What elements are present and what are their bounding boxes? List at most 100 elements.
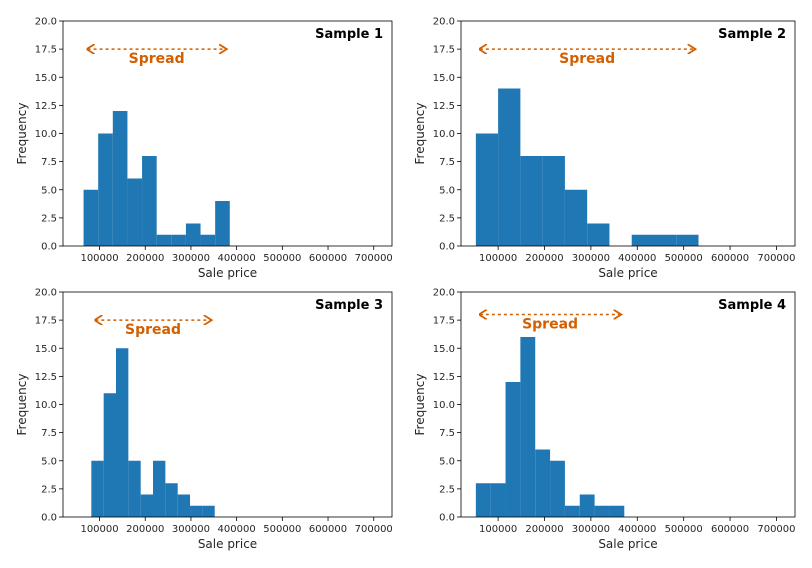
histogram-bar [165, 483, 178, 517]
histogram-bar [520, 156, 543, 246]
y-tick-label: 12.5 [35, 101, 57, 112]
y-axis-label: Frequency [15, 374, 29, 436]
y-tick-label: 15.0 [35, 73, 57, 84]
histogram-bar [215, 201, 230, 246]
y-tick-label: 10.0 [35, 400, 57, 411]
y-tick-label: 20.0 [35, 17, 57, 28]
x-axis-label: Sale price [198, 537, 257, 551]
y-tick-label: 7.5 [439, 428, 455, 439]
x-tick-label: 600000 [309, 524, 347, 535]
y-tick-label: 0.0 [439, 242, 455, 253]
x-tick-label: 500000 [263, 253, 301, 264]
histogram-bar [676, 234, 699, 246]
histogram-bar [475, 133, 499, 246]
histogram-bar [156, 234, 172, 246]
x-tick-label: 600000 [711, 253, 749, 264]
y-tick-label: 2.5 [439, 484, 455, 495]
histogram-bar [140, 494, 154, 517]
histogram-bar [83, 189, 99, 246]
histogram-bar [185, 223, 201, 246]
histogram-bar [505, 382, 521, 517]
histogram-bar [542, 156, 565, 246]
x-tick-label: 200000 [525, 253, 563, 264]
y-tick-label: 7.5 [439, 157, 455, 168]
y-tick-label: 0.0 [41, 513, 57, 524]
chart-panel-4: 100000 200000 300000 400000 500000 600000 7000… [413, 288, 796, 552]
x-axis-label: Sale price [198, 266, 257, 280]
chart-panel-3: 100000 200000 300000 400000 500000 600000 7000… [15, 288, 393, 552]
x-tick-label: 200000 [126, 253, 164, 264]
spread-label: Spread [559, 51, 615, 67]
x-tick-label: 100000 [80, 253, 118, 264]
x-tick-label: 700000 [757, 524, 795, 535]
x-tick-label: 500000 [263, 524, 301, 535]
histogram-bar [579, 494, 595, 517]
histogram-bar [200, 234, 216, 246]
x-tick-label: 500000 [665, 524, 703, 535]
histogram-bar [128, 460, 141, 517]
y-tick-label: 7.5 [41, 157, 57, 168]
x-tick-label: 100000 [80, 524, 118, 535]
y-tick-label: 12.5 [35, 372, 57, 383]
y-tick-label: 20.0 [35, 288, 57, 299]
y-tick-label: 15.0 [433, 344, 455, 355]
x-tick-label: 700000 [355, 524, 393, 535]
histogram-bar [98, 133, 113, 246]
histogram-bar [171, 234, 186, 246]
y-tick-label: 15.0 [433, 73, 455, 84]
y-tick-label: 2.5 [439, 213, 455, 224]
histogram-bar [490, 483, 506, 517]
y-tick-label: 5.0 [41, 185, 57, 196]
y-tick-label: 0.0 [41, 242, 57, 253]
histogram-bar [520, 337, 536, 517]
x-axis-label: Sale price [598, 266, 657, 280]
y-tick-label: 7.5 [41, 428, 57, 439]
histogram-bar [127, 178, 143, 246]
histogram-bar [631, 234, 654, 246]
histogram-bar [564, 505, 580, 517]
y-tick-label: 10.0 [433, 400, 455, 411]
x-tick-label: 600000 [711, 524, 749, 535]
x-tick-label: 100000 [479, 524, 517, 535]
histogram-bar [103, 393, 117, 517]
y-tick-label: 17.5 [433, 45, 455, 56]
x-tick-label: 300000 [572, 253, 610, 264]
histogram-bar [190, 505, 203, 517]
x-tick-label: 200000 [126, 524, 164, 535]
y-tick-label: 2.5 [41, 213, 57, 224]
y-tick-label: 5.0 [439, 456, 455, 467]
y-tick-label: 10.0 [433, 129, 455, 140]
y-tick-label: 20.0 [433, 17, 455, 28]
x-axis-label: Sale price [598, 537, 657, 551]
y-tick-label: 17.5 [35, 45, 57, 56]
y-tick-label: 10.0 [35, 129, 57, 140]
x-tick-label: 600000 [309, 253, 347, 264]
x-tick-label: 200000 [525, 524, 563, 535]
histogram-bar [535, 449, 551, 517]
panel-title: Sample 3 [315, 298, 383, 313]
y-axis-label: Frequency [413, 374, 427, 436]
panel-title: Sample 4 [718, 298, 786, 313]
histogram-bar [116, 348, 129, 517]
histogram-bar [594, 505, 610, 517]
histogram-bar [587, 223, 610, 246]
histogram-bar [153, 460, 166, 517]
spread-label: Spread [125, 322, 181, 338]
x-tick-label: 700000 [757, 253, 795, 264]
y-tick-label: 5.0 [439, 185, 455, 196]
spread-label: Spread [522, 317, 578, 333]
x-tick-label: 400000 [618, 524, 656, 535]
y-tick-label: 5.0 [41, 456, 57, 467]
y-tick-label: 2.5 [41, 484, 57, 495]
y-tick-label: 17.5 [433, 316, 455, 327]
histogram-bar [609, 505, 625, 517]
x-tick-label: 300000 [172, 524, 210, 535]
histogram-bar [653, 234, 677, 246]
x-tick-label: 100000 [479, 253, 517, 264]
histogram-bar [91, 460, 104, 517]
y-axis-label: Frequency [15, 103, 29, 165]
x-tick-label: 700000 [355, 253, 393, 264]
y-tick-label: 17.5 [35, 316, 57, 327]
chart-panel-1: 100000 200000 300000 400000 500000 600000 7000… [15, 17, 393, 281]
x-tick-label: 500000 [665, 253, 703, 264]
